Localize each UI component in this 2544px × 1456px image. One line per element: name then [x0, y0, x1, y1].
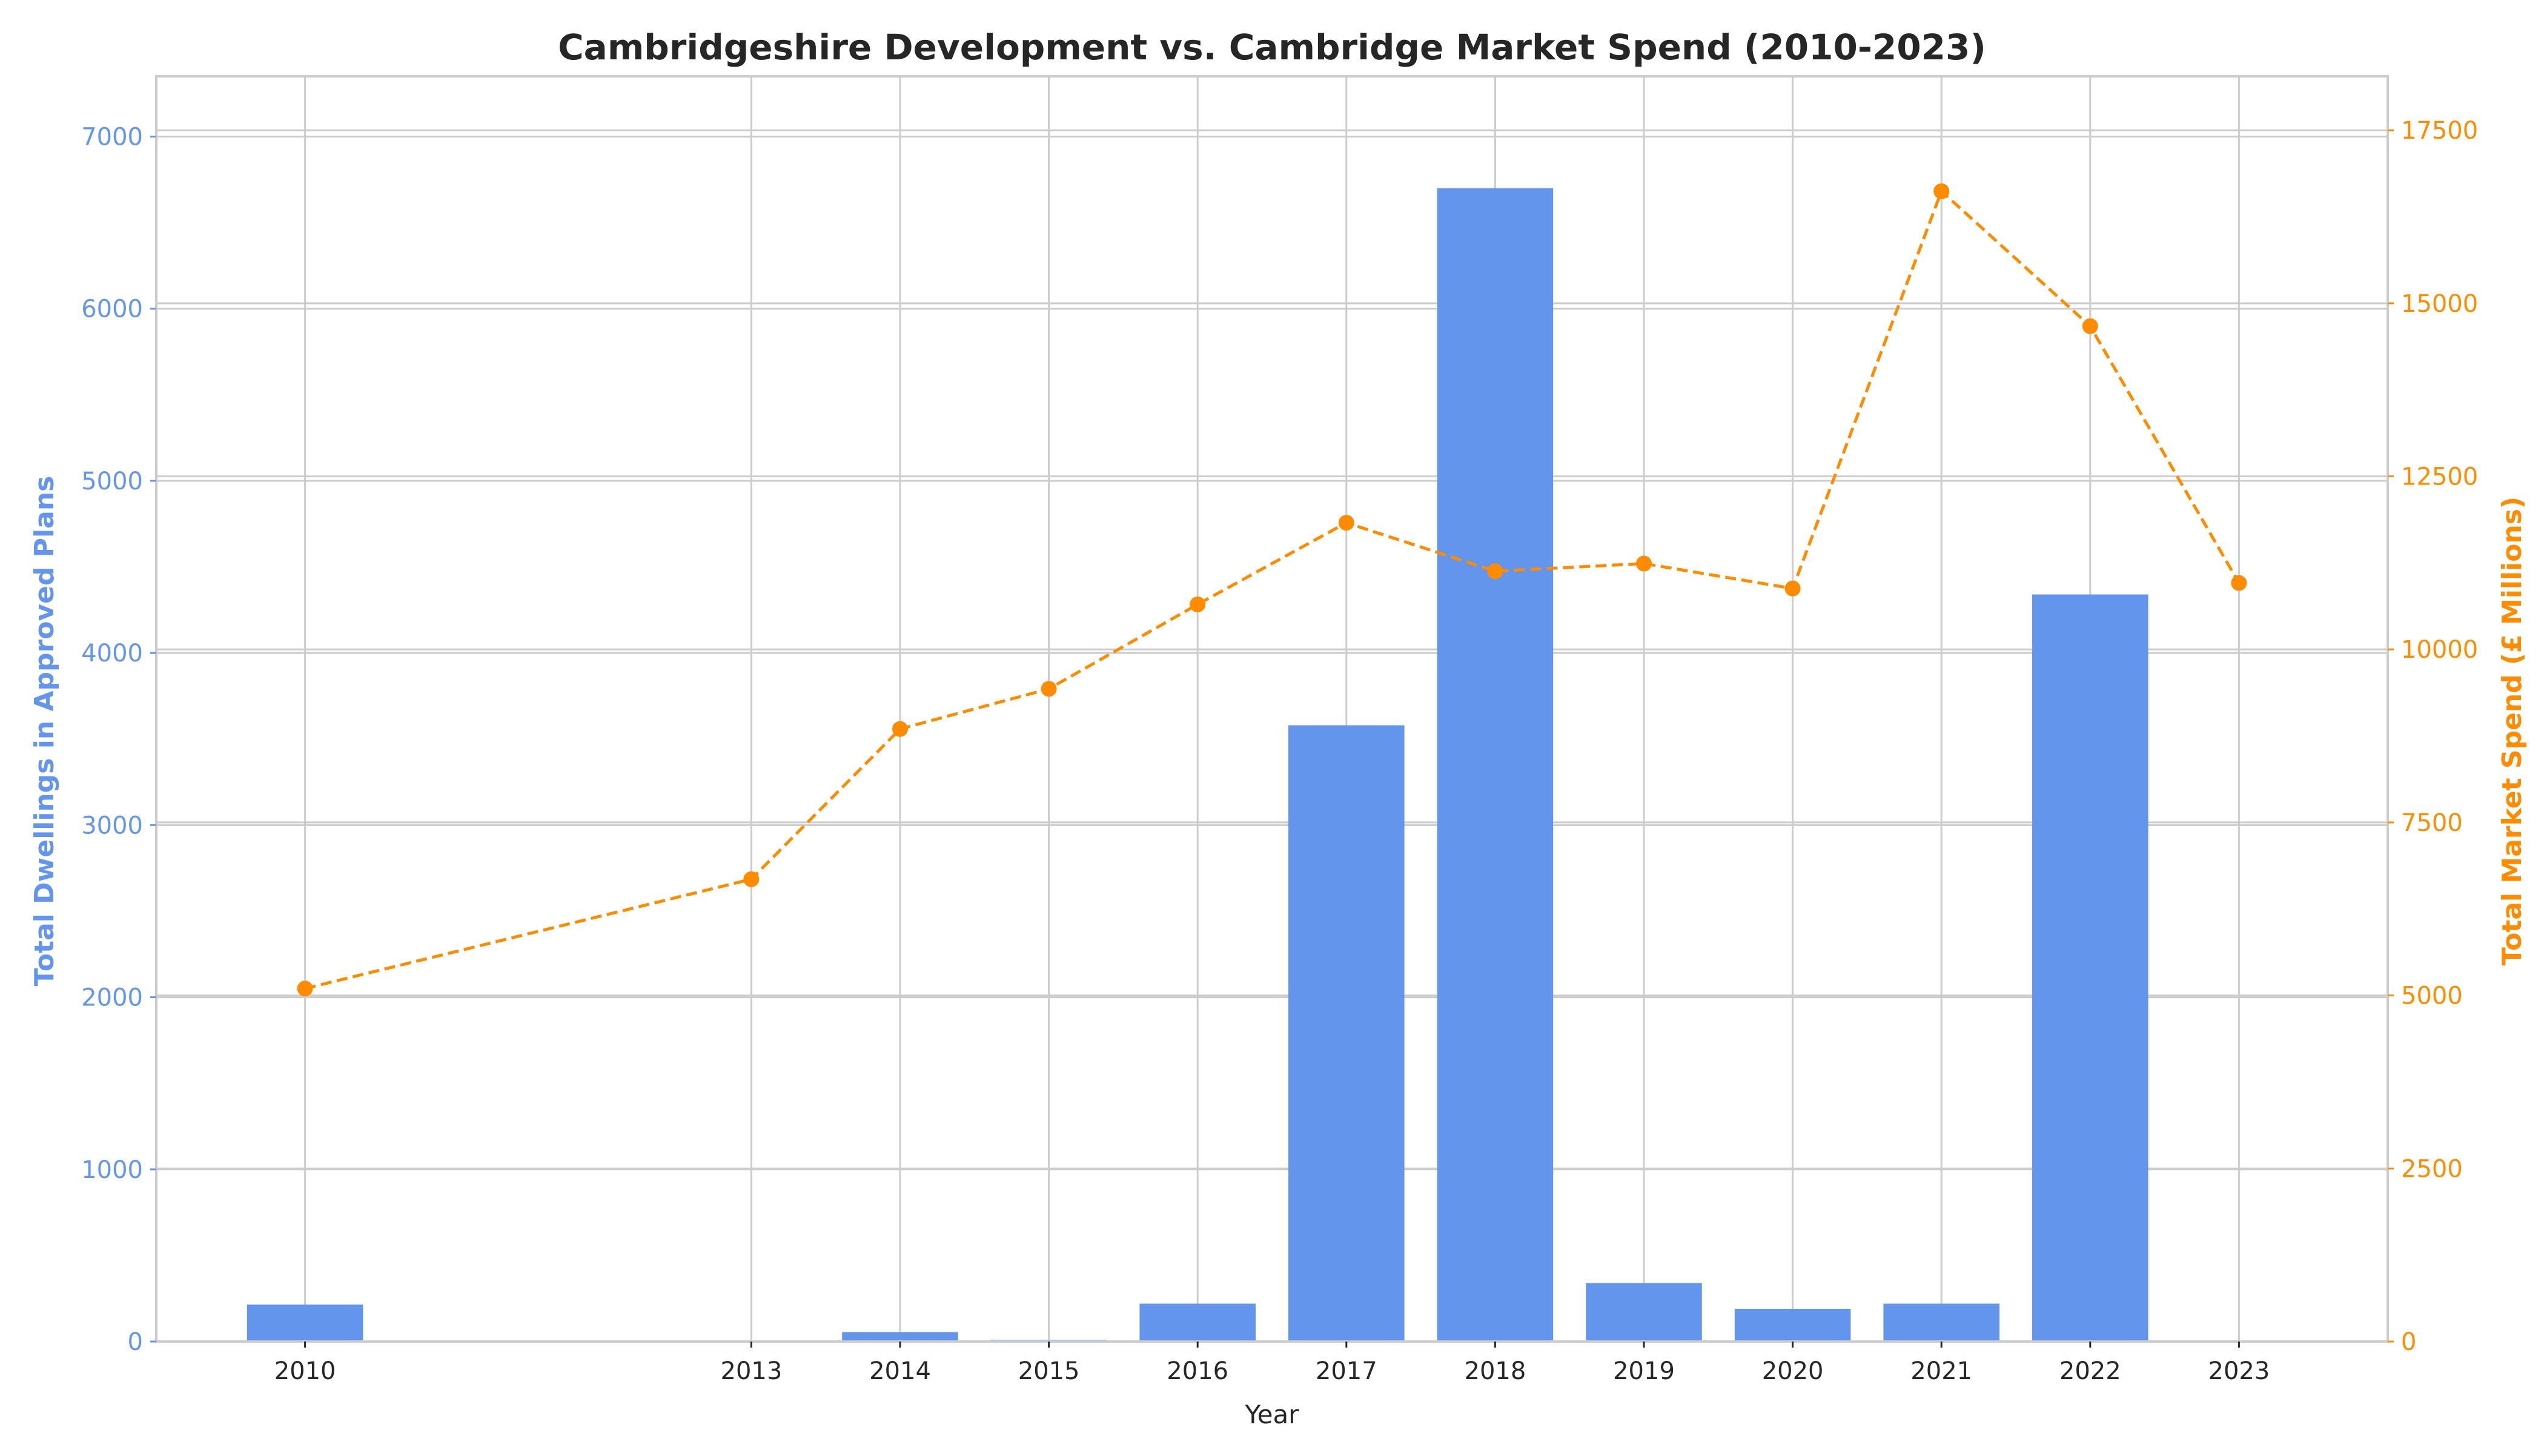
line-series: [297, 183, 2247, 997]
y-left-tick-label: 4000: [81, 640, 143, 667]
y-right-tick-label: 5000: [2401, 982, 2463, 1010]
x-tick-label: 2022: [2059, 1357, 2121, 1385]
spend-point: [1041, 681, 1057, 697]
bar: [247, 1304, 363, 1342]
tick-labels: 2010 2013 2014 2015 2016 2017 2018 2019 2020 2021…: [81, 117, 2478, 1385]
y-left-tick-label: 0: [128, 1328, 143, 1356]
spend-point: [2082, 318, 2098, 334]
x-tick-label: 2013: [721, 1357, 783, 1385]
axes-frame: [155, 75, 2389, 1343]
bar: [1288, 725, 1405, 1342]
x-tick-label: 2021: [1910, 1357, 1972, 1385]
y-right-tick-label: 15000: [2401, 290, 2478, 318]
spend-point: [743, 871, 760, 887]
spend-point: [297, 981, 313, 997]
y-axis-left-label: Total Dwellings in Approved Plans: [29, 476, 60, 987]
x-axis-label: Year: [1245, 1400, 1300, 1429]
spend-point: [1784, 580, 1801, 597]
y-right-tick-label: 10000: [2401, 636, 2478, 664]
bar: [1586, 1283, 1702, 1342]
y-left-tick-label: 7000: [81, 123, 143, 151]
x-tick-label: 2010: [274, 1357, 336, 1385]
bar: [1139, 1303, 1256, 1342]
spend-point: [1338, 515, 1354, 531]
spend-point: [892, 721, 908, 737]
y-left-tick-label: 1000: [81, 1156, 143, 1184]
spend-point: [1487, 563, 1503, 580]
y-left-tick-label: 3000: [81, 812, 143, 839]
chart-title: Cambridgeshire Development vs. Cambridge…: [558, 27, 1986, 68]
x-tick-label: 2020: [1762, 1357, 1824, 1385]
plot-border: [155, 75, 2389, 1343]
x-tick-label: 2019: [1613, 1357, 1675, 1385]
y-left-tick-label: 6000: [81, 296, 143, 323]
bar: [842, 1332, 958, 1342]
bar: [1437, 188, 1554, 1342]
x-tick-label: 2015: [1018, 1357, 1080, 1385]
x-tick-label: 2016: [1167, 1357, 1228, 1385]
bar: [1883, 1303, 1999, 1342]
y-right-tick-label: 2500: [2401, 1155, 2463, 1183]
bar: [2032, 594, 2148, 1342]
bar-series: [247, 188, 2148, 1342]
x-tick-label: 2023: [2208, 1357, 2270, 1385]
spend-point: [1933, 183, 1950, 199]
y-right-tick-label: 12500: [2401, 463, 2478, 491]
y-right-tick-label: 0: [2401, 1328, 2416, 1356]
y-axis-right-label: Total Market Spend (£ Millions): [2497, 497, 2528, 965]
y-left-tick-label: 5000: [81, 468, 143, 495]
spend-point: [1636, 555, 1652, 572]
spend-line: [305, 188, 2241, 990]
spend-point: [1190, 596, 1206, 612]
y-right-tick-label: 17500: [2401, 117, 2478, 145]
bar: [1734, 1308, 1851, 1342]
x-tick-label: 2018: [1465, 1357, 1526, 1385]
x-tick-label: 2017: [1316, 1357, 1377, 1385]
spend-point: [2231, 575, 2247, 591]
x-tick-label: 2014: [869, 1357, 931, 1385]
y-right-tick-label: 7500: [2401, 809, 2463, 837]
y-left-tick-label: 2000: [81, 984, 143, 1012]
